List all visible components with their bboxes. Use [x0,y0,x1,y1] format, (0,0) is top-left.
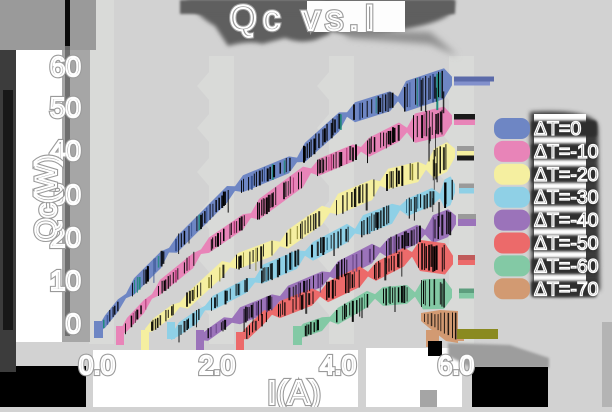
svg-text:ΔT=-30: ΔT=-30 [534,187,599,209]
svg-text:10: 10 [50,265,81,296]
svg-text:I(A): I(A) [267,374,320,407]
svg-text:ΔT=0: ΔT=0 [534,118,581,140]
svg-text:2.0: 2.0 [199,350,235,380]
svg-text:ΔT=-50: ΔT=-50 [534,233,599,255]
svg-text:6.0: 6.0 [438,350,474,380]
svg-text:30: 30 [50,179,81,210]
svg-text:Qc(W): Qc(W) [30,155,63,242]
svg-text:0.0: 0.0 [79,350,115,380]
svg-text:20: 20 [50,222,81,253]
svg-text:50: 50 [50,92,81,123]
svg-text:60: 60 [50,51,81,82]
svg-text:2.0: 2.0 [199,350,235,380]
svg-text:4.0: 4.0 [320,350,356,380]
svg-text:I(A): I(A) [267,374,320,407]
svg-text:Qc vs.I: Qc vs.I [230,0,381,38]
svg-text:20: 20 [50,222,81,253]
svg-text:0: 0 [65,308,81,339]
svg-text:ΔT=-20: ΔT=-20 [534,164,599,186]
svg-text:Qc vs.I: Qc vs.I [230,0,381,38]
svg-text:ΔT=-60: ΔT=-60 [534,255,599,277]
svg-text:Qc(W): Qc(W) [30,155,63,242]
svg-text:4.0: 4.0 [320,350,356,380]
svg-text:6.0: 6.0 [438,350,474,380]
svg-text:0.0: 0.0 [79,350,115,380]
svg-text:10: 10 [50,265,81,296]
svg-text:ΔT=-40: ΔT=-40 [534,210,599,232]
svg-text:0: 0 [65,308,81,339]
svg-text:30: 30 [50,179,81,210]
svg-text:40: 40 [50,135,81,166]
svg-text:ΔT=-10: ΔT=-10 [534,141,599,163]
svg-text:50: 50 [50,92,81,123]
svg-text:ΔT=-70: ΔT=-70 [534,278,599,300]
svg-text:60: 60 [50,51,81,82]
svg-text:40: 40 [50,135,81,166]
